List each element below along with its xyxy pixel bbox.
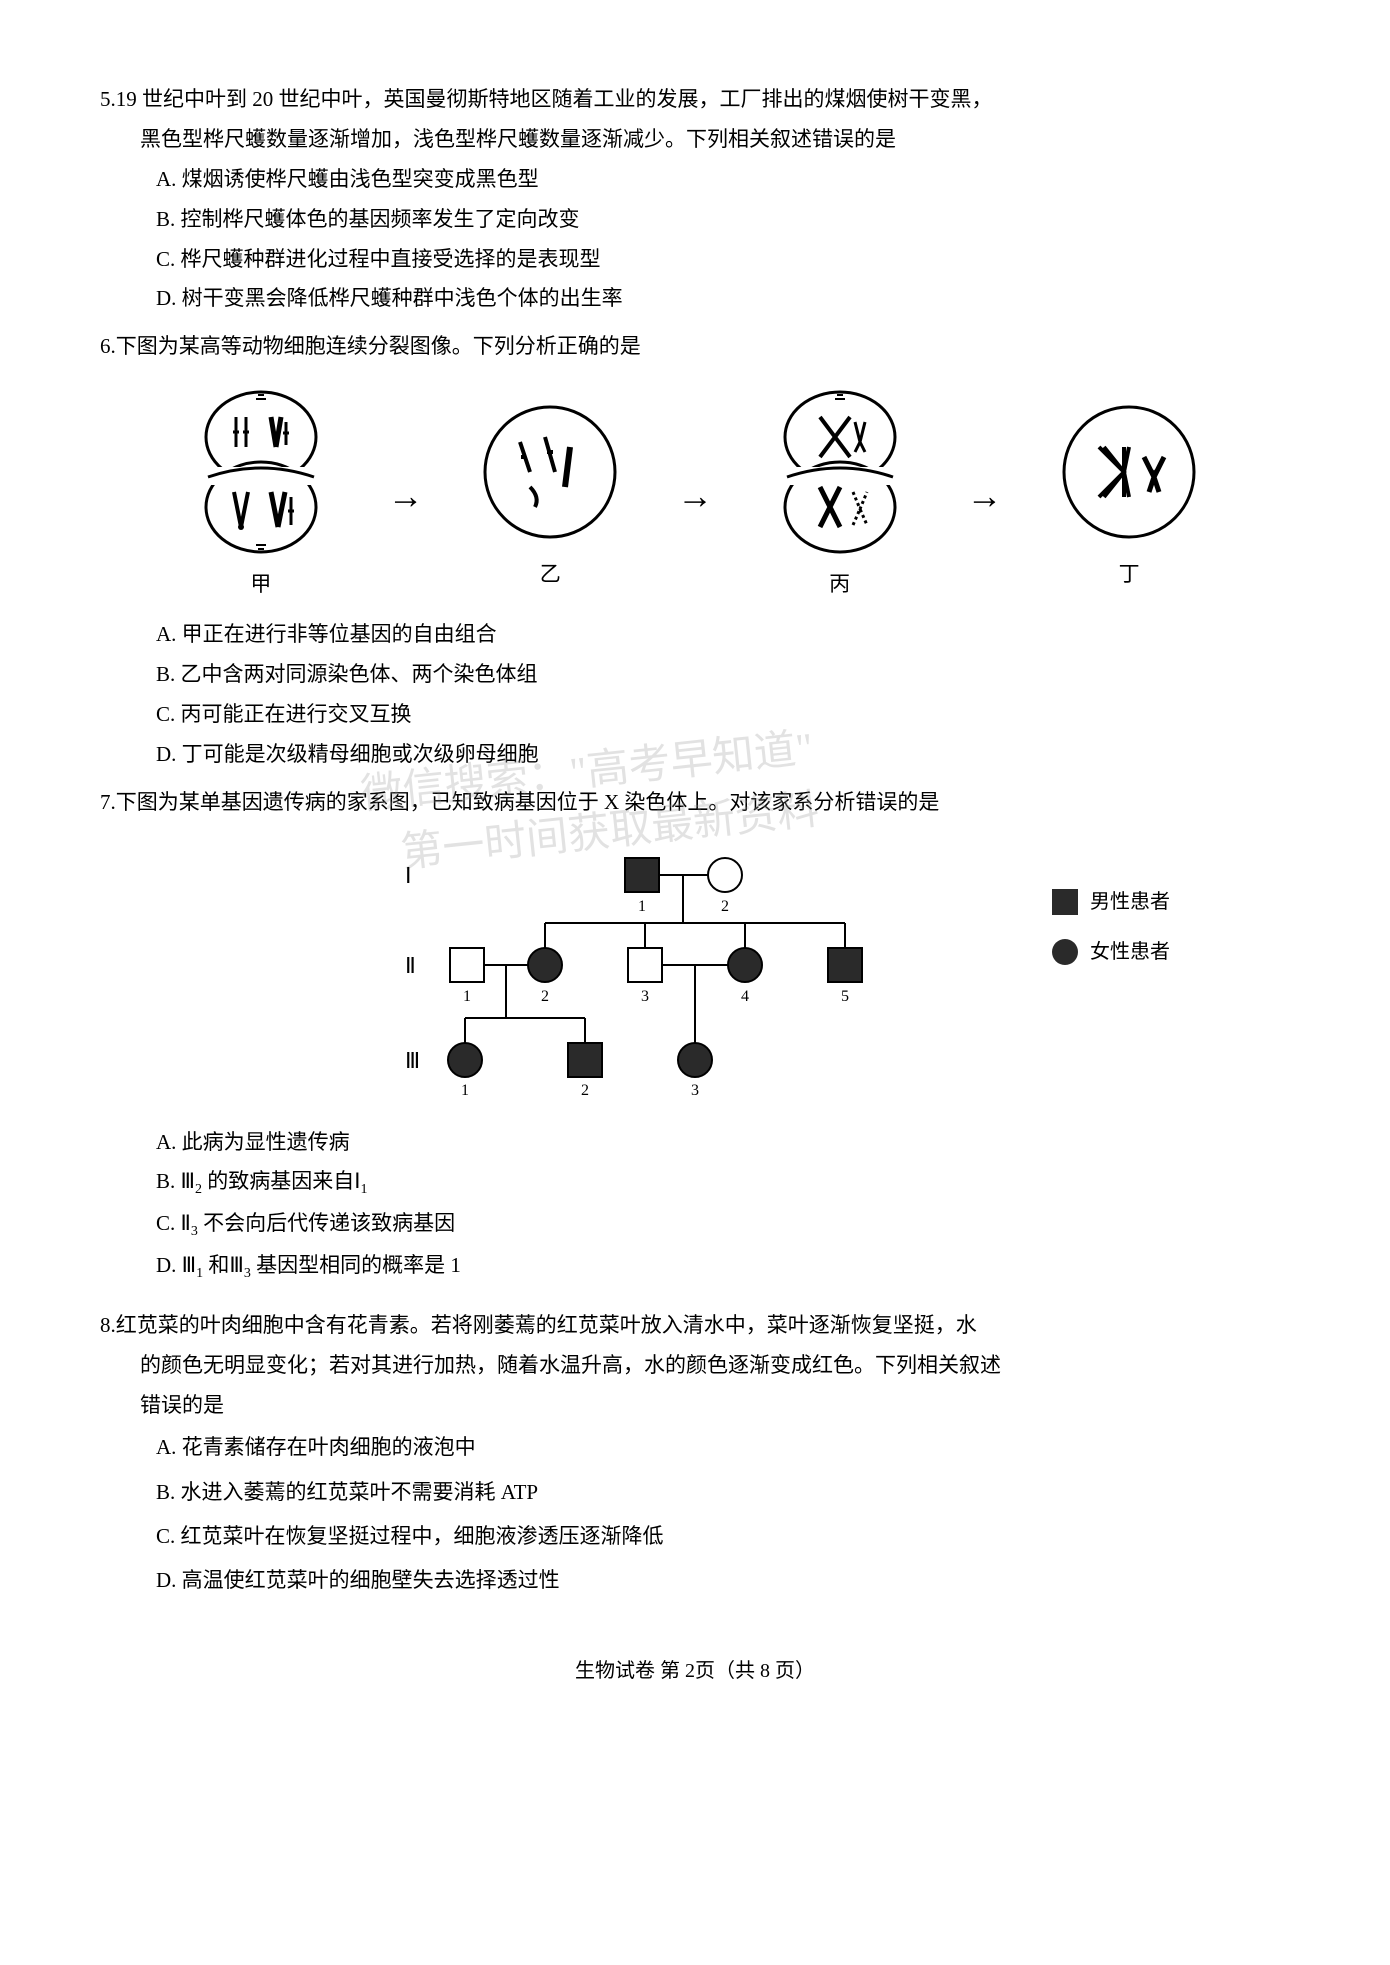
cell-jia: 甲 [186,387,336,605]
cell-ding: 丁 [1054,397,1204,595]
arrow-icon: → [966,462,1002,530]
cell-bing: 丙 [765,387,915,605]
svg-text:3: 3 [641,988,649,1005]
q5-stem-line2: 黑色型桦尺蠖数量逐渐增加，浅色型桦尺蠖数量逐渐减少。下列相关叙述错误的是 [100,120,1290,160]
q5-options: A. 煤烟诱使桦尺蠖由浅色型突变成黑色型 B. 控制桦尺蠖体色的基因频率发生了定… [100,160,1290,320]
q8-opt-b: B. 水进入萎蔫的红苋菜叶不需要消耗 ATP [156,1470,1290,1514]
arrow-icon: → [677,462,713,530]
q6-diagram: 甲 → 乙 → [100,367,1290,615]
page-footer: 生物试卷 第 2页（共 8 页） [100,1652,1290,1690]
svg-text:4: 4 [741,988,749,1005]
q6-options: A. 甲正在进行非等位基因的自由组合 B. 乙中含两对同源染色体、两个染色体组 … [100,615,1290,775]
q7-number: 7. [100,790,116,814]
arrow-icon: → [388,462,424,530]
q6-number: 6. [100,334,116,358]
q7-stem-text: 下图为某单基因遗传病的家系图，已知致病基因位于 X 染色体上。对该家系分析错误的… [116,790,940,814]
q5-stem: 5.19 世纪中叶到 20 世纪中叶，英国曼彻斯特地区随着工业的发展，工厂排出的… [100,80,1290,160]
filled-square-icon [1052,889,1078,915]
q5-opt-c: C. 桦尺蠖种群进化过程中直接受选择的是表现型 [156,240,1290,280]
q5-opt-d: D. 树干变黑会降低桦尺蠖种群中浅色个体的出生率 [156,279,1290,319]
pedigree-legend: 男性患者 女性患者 [1052,883,1170,983]
svg-text:Ⅰ: Ⅰ [405,863,412,888]
label-jia: 甲 [250,565,271,605]
q8-stem-line1: 红苋菜的叶肉细胞中含有花青素。若将刚萎蔫的红苋菜叶放入清水中，菜叶逐渐恢复坚挺，… [116,1313,977,1337]
svg-text:Ⅱ: Ⅱ [405,953,416,978]
legend-female: 女性患者 [1052,933,1170,971]
svg-text:2: 2 [581,1082,589,1099]
filled-circle-icon [1052,939,1078,965]
svg-text:2: 2 [541,988,549,1005]
q7-opt-a: A. 此病为显性遗传病 [156,1123,1290,1163]
q8-options: A. 花青素储存在叶肉细胞的液泡中 B. 水进入萎蔫的红苋菜叶不需要消耗 ATP… [100,1425,1290,1601]
q8-opt-d: D. 高温使红苋菜叶的细胞壁失去选择透过性 [156,1558,1290,1602]
q8-number: 8. [100,1313,116,1337]
q7-opt-c: C. Ⅱ3 不会向后代传递该致病基因 [156,1204,1290,1246]
q8-stem: 8.红苋菜的叶肉细胞中含有花青素。若将刚萎蔫的红苋菜叶放入清水中，菜叶逐渐恢复坚… [100,1306,1290,1426]
pedigree-svg: Ⅰ Ⅱ Ⅲ 1 2 1 2 3 4 5 [345,833,1045,1113]
cell-yi: 乙 [475,397,625,595]
question-6: 6.下图为某高等动物细胞连续分裂图像。下列分析正确的是 甲 [100,327,1290,774]
svg-text:3: 3 [691,1082,699,1099]
q8-opt-a: A. 花青素储存在叶肉细胞的液泡中 [156,1425,1290,1469]
q7-opt-b: B. Ⅲ2 的致病基因来自Ⅰ1 [156,1162,1290,1204]
q6-stem-text: 下图为某高等动物细胞连续分裂图像。下列分析正确的是 [116,334,641,358]
q5-number: 5. [100,87,116,111]
svg-text:2: 2 [721,898,729,915]
question-8: 8.红苋菜的叶肉细胞中含有花青素。若将刚萎蔫的红苋菜叶放入清水中，菜叶逐渐恢复坚… [100,1306,1290,1602]
q6-opt-a: A. 甲正在进行非等位基因的自由组合 [156,615,1290,655]
legend-female-label: 女性患者 [1090,933,1170,971]
label-ding: 丁 [1119,555,1140,595]
legend-male: 男性患者 [1052,883,1170,921]
q8-stem-line3: 错误的是 [100,1386,1290,1426]
q5-stem-line1: 19 世纪中叶到 20 世纪中叶，英国曼彻斯特地区随着工业的发展，工厂排出的煤烟… [116,87,993,111]
q5-opt-b: B. 控制桦尺蠖体色的基因频率发生了定向改变 [156,200,1290,240]
legend-male-label: 男性患者 [1090,883,1170,921]
q7-pedigree: Ⅰ Ⅱ Ⅲ 1 2 1 2 3 4 5 [100,823,1290,1123]
label-bing: 丙 [829,565,850,605]
q7-opt-d: D. Ⅲ1 和Ⅲ3 基因型相同的概率是 1 [156,1246,1290,1288]
q6-stem: 6.下图为某高等动物细胞连续分裂图像。下列分析正确的是 [100,327,1290,367]
question-7: 微信搜索："高考早知道" 第一时间获取最新资料 7.下图为某单基因遗传病的家系图… [100,783,1290,1288]
q7-options: A. 此病为显性遗传病 B. Ⅲ2 的致病基因来自Ⅰ1 C. Ⅱ3 不会向后代传… [100,1123,1290,1288]
svg-text:1: 1 [638,898,646,915]
q8-stem-line2: 的颜色无明显变化；若对其进行加热，随着水温升高，水的颜色逐渐变成红色。下列相关叙… [100,1346,1290,1386]
q6-opt-c: C. 丙可能正在进行交叉互换 [156,695,1290,735]
svg-text:1: 1 [461,1082,469,1099]
q8-opt-c: C. 红苋菜叶在恢复坚挺过程中，细胞液渗透压逐渐降低 [156,1514,1290,1558]
question-5: 5.19 世纪中叶到 20 世纪中叶，英国曼彻斯特地区随着工业的发展，工厂排出的… [100,80,1290,319]
q6-opt-b: B. 乙中含两对同源染色体、两个染色体组 [156,655,1290,695]
q6-opt-d: D. 丁可能是次级精母细胞或次级卵母细胞 [156,735,1290,775]
svg-text:5: 5 [841,988,849,1005]
svg-text:1: 1 [463,988,471,1005]
q7-stem: 7.下图为某单基因遗传病的家系图，已知致病基因位于 X 染色体上。对该家系分析错… [100,783,1290,823]
svg-text:Ⅲ: Ⅲ [405,1048,420,1073]
q5-opt-a: A. 煤烟诱使桦尺蠖由浅色型突变成黑色型 [156,160,1290,200]
label-yi: 乙 [540,555,561,595]
